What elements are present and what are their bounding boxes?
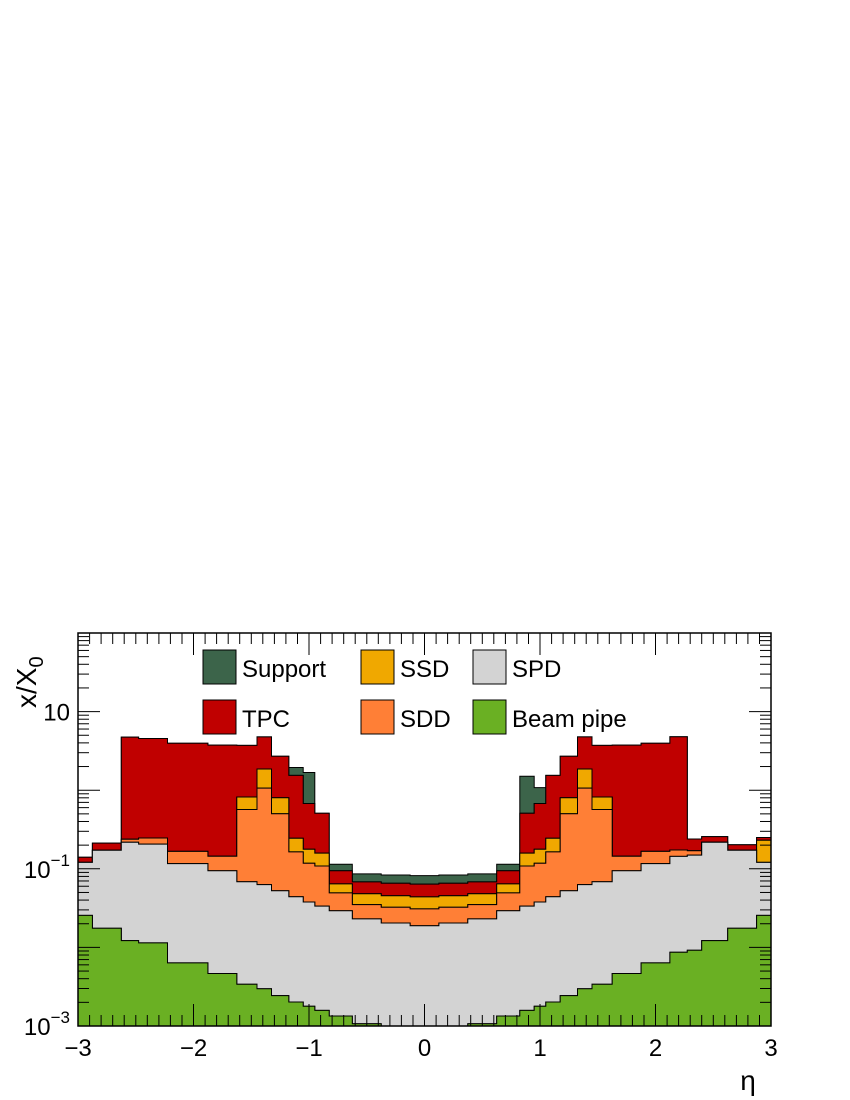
legend-swatch-sdd [360, 699, 395, 735]
legend-swatch-ssd [360, 649, 395, 685]
x-tick-label: −2 [180, 1035, 207, 1062]
legend-label-ssd: SSD [400, 656, 449, 683]
y-tick-label: 10 [43, 700, 70, 727]
legend-label-beam-pipe: Beam pipe [512, 706, 627, 733]
legend-label-spd: SPD [512, 656, 561, 683]
legend-swatch-tpc [202, 699, 237, 735]
x-tick-label: 3 [764, 1035, 777, 1062]
x-tick-label: 2 [649, 1035, 662, 1062]
x-axis-title: η [740, 1065, 756, 1096]
legend-swatch-support [202, 649, 237, 685]
x-tick-label: −1 [295, 1035, 322, 1062]
y-axis-title-main: x/X [11, 667, 42, 708]
x-tick-label: 0 [418, 1035, 431, 1062]
y-tick-label: 10−1 [24, 851, 70, 884]
y-axis-title: x/X0 [11, 656, 48, 708]
area-beam-pipe [77, 914, 772, 1027]
legend-swatch-beam-pipe [472, 699, 507, 735]
stacked-areas [77, 736, 772, 1027]
legend-swatch-spd [472, 649, 507, 685]
legend-label-support: Support [242, 656, 326, 683]
legend-label-sdd: SDD [400, 706, 451, 733]
y-axis-title-sub: 0 [26, 656, 48, 667]
axis-ticks: −3 −2 −1 0 1 2 3 10−3 10−1 10 [24, 632, 778, 1062]
svg-text:x/X0: x/X0 [11, 656, 48, 708]
y-tick-label: 10−3 [24, 1008, 70, 1041]
legend: Support SSD SPD TPC SDD Beam pipe [202, 649, 627, 735]
x-tick-label: 1 [533, 1035, 546, 1062]
legend-label-tpc: TPC [242, 706, 290, 733]
x-tick-label: −3 [64, 1035, 91, 1062]
